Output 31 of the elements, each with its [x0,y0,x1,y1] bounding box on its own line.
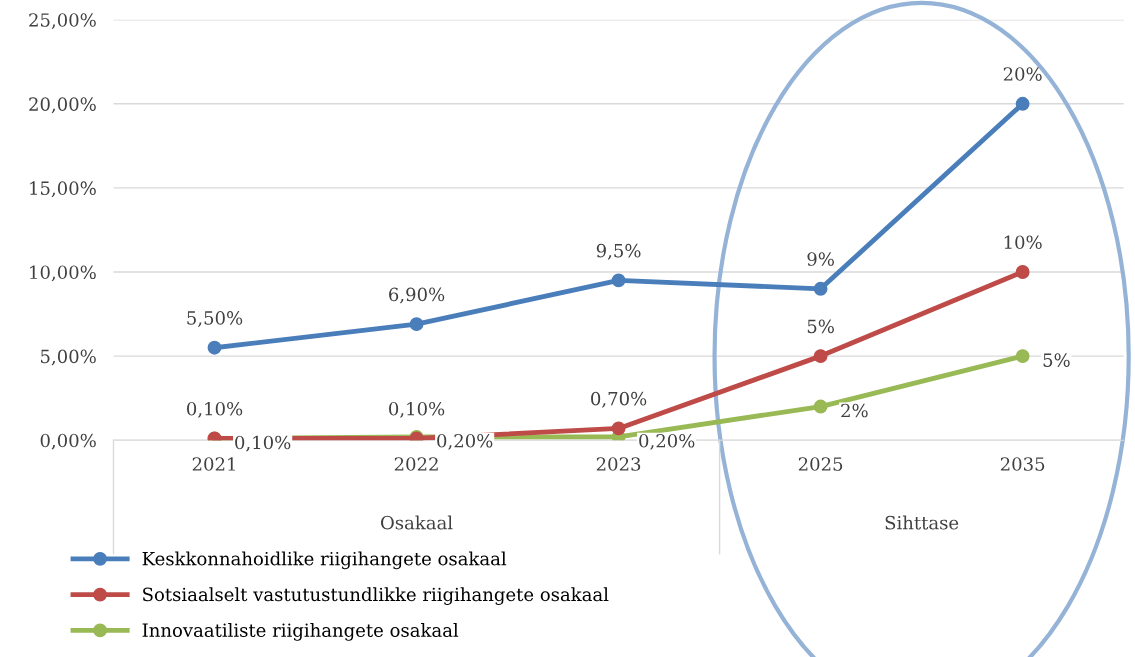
data-label: 6,90% [389,287,445,304]
data-label: 10% [1004,235,1042,250]
legend-label: Sotsiaalselt vastutustundlikke riigihangete osakaal [143,587,609,605]
x-tick-label: 2025 [798,457,843,471]
data-label: 0,20% [437,433,493,450]
data-label: 0,10% [187,401,243,418]
y-tick-label: 20,00% [29,97,96,114]
y-tick-label: 10,00% [30,265,96,282]
data-label: 20% [1003,67,1042,81]
data-label: 5% [1043,353,1070,367]
data-label: 0,70% [591,391,647,408]
y-tick-label: 5,00% [41,349,96,366]
data-label: 5,50% [187,311,243,327]
data-label: 5% [807,319,834,334]
x-tick-label: 2021 [192,457,235,471]
y-tick-label: 15,00% [30,181,96,198]
legend-label: Innovaatiliste riigihangete osakaal [142,623,459,641]
text: Osakaal [381,515,453,530]
x-tick-label: 2022 [394,457,438,471]
x-tick-label: 2023 [596,457,641,471]
data-label: 2% [841,403,868,418]
y-tick-label: 25,00% [29,13,96,30]
data-label: 9% [807,252,834,266]
data-label: 9,5% [596,243,641,260]
text: Sihttase [885,515,959,530]
data-label: 0,10% [389,401,445,418]
data-label: 0,10% [235,435,291,452]
y-tick-label: 0,00% [40,433,96,450]
x-tick-label: 2035 [1000,457,1045,471]
data-label: 0,20% [639,433,695,450]
legend-label: Keskkonnahoidlike riigihangete osakaal [142,551,507,570]
